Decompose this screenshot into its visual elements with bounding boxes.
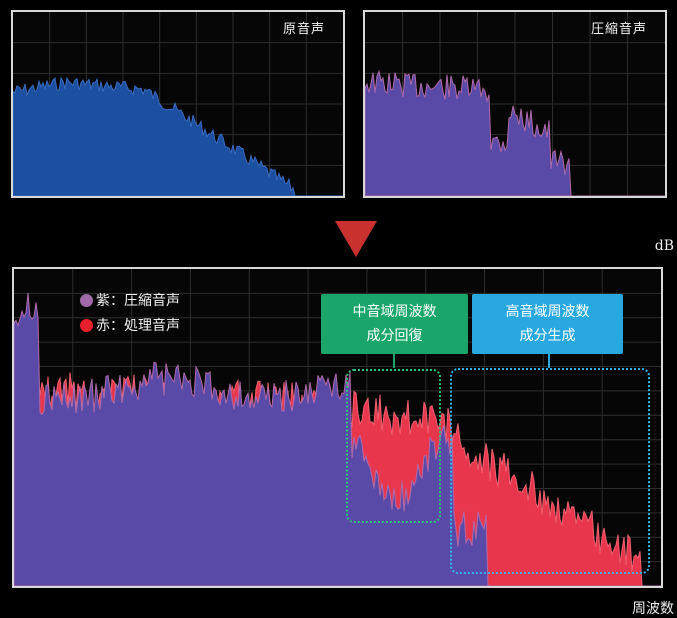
original-spectrum-graph — [13, 12, 343, 196]
midrange-callout: 中音域周波数 成分回復 — [321, 294, 468, 354]
original-spectrum-fill — [13, 76, 343, 196]
x-axis-label: 周波数 — [632, 601, 674, 617]
compressed-spectrum-graph — [365, 12, 665, 196]
down-arrow-icon — [335, 221, 377, 257]
legend-label: 赤：処理音声 — [96, 318, 180, 334]
midrange-connector — [393, 354, 395, 368]
highrange-highlight-region — [450, 368, 650, 574]
legend-label: 紫：圧縮音声 — [96, 293, 180, 309]
original-panel-title: 原音声 — [282, 22, 325, 37]
midrange-highlight-region — [346, 369, 441, 523]
red-dot-icon — [80, 318, 93, 332]
purple-dot-icon — [80, 293, 93, 307]
y-axis-label: dB — [654, 238, 674, 254]
legend-item-processed: 赤：処理音声 — [80, 315, 180, 335]
callout-line1: 高音域周波数 — [505, 304, 590, 320]
callout-line2: 成分生成 — [519, 328, 576, 344]
compressed-spectrum-fill — [365, 69, 665, 196]
processed-spectrum-graph — [14, 269, 661, 586]
callout-line2: 成分回復 — [366, 328, 423, 344]
callout-line1: 中音域周波数 — [352, 304, 437, 320]
compressed-panel-title: 圧縮音声 — [590, 22, 647, 37]
compressed-audio-panel: 圧縮音声 — [363, 10, 667, 198]
legend-item-compressed: 紫：圧縮音声 — [80, 290, 180, 310]
original-audio-panel: 原音声 — [11, 10, 345, 198]
highrange-callout: 高音域周波数 成分生成 — [472, 294, 623, 354]
highrange-connector — [548, 354, 550, 368]
compressed-spectrum-overlay — [14, 292, 661, 586]
